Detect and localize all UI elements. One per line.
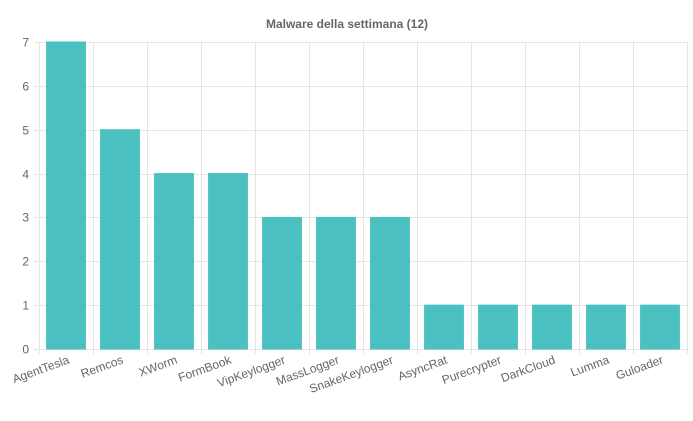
y-tick-label: 6	[22, 80, 29, 94]
x-tick-label: Purecrypter	[440, 353, 503, 387]
y-tick-label: 1	[22, 299, 29, 313]
bars	[46, 41, 680, 350]
bar-lumma	[586, 304, 626, 350]
y-tick-label: 3	[22, 211, 29, 225]
x-tick-label: AgentTesla	[10, 353, 71, 387]
y-tick-label: 0	[22, 343, 29, 357]
bar-asyncrat	[424, 304, 464, 350]
bar-purecrypter	[478, 304, 518, 350]
bar-agenttesla	[46, 41, 86, 350]
bar-masslogger	[316, 216, 356, 350]
x-axis-ticks: AgentTesla Remcos XWormFormBookVipKeylogge…	[10, 352, 665, 396]
x-tick-label: Remcos	[79, 353, 125, 381]
bar-guloader	[640, 304, 680, 350]
y-tick-label: 5	[22, 124, 29, 138]
y-axis-ticks: 0 1 2 3 4 5 6 7	[22, 36, 29, 357]
bar-vipkeylogger	[262, 216, 302, 350]
bar-darkcloud	[532, 304, 572, 350]
bar-remcos	[100, 129, 140, 350]
y-tick-label: 4	[22, 168, 29, 182]
y-tick-label: 2	[22, 255, 29, 269]
x-tick-label: XWorm	[137, 353, 179, 380]
y-tick-label: 7	[22, 36, 29, 50]
x-tick-label: Lumma	[569, 353, 612, 380]
grid-lines	[34, 42, 688, 354]
bar-formbook	[208, 173, 248, 350]
bar-snakekeylogger	[370, 216, 410, 350]
x-tick-label: Guloader	[614, 353, 665, 383]
x-tick-label: DarkCloud	[499, 353, 557, 386]
bar-xworm	[154, 173, 194, 350]
chart-title: Malware della settimana (12)	[266, 17, 428, 31]
